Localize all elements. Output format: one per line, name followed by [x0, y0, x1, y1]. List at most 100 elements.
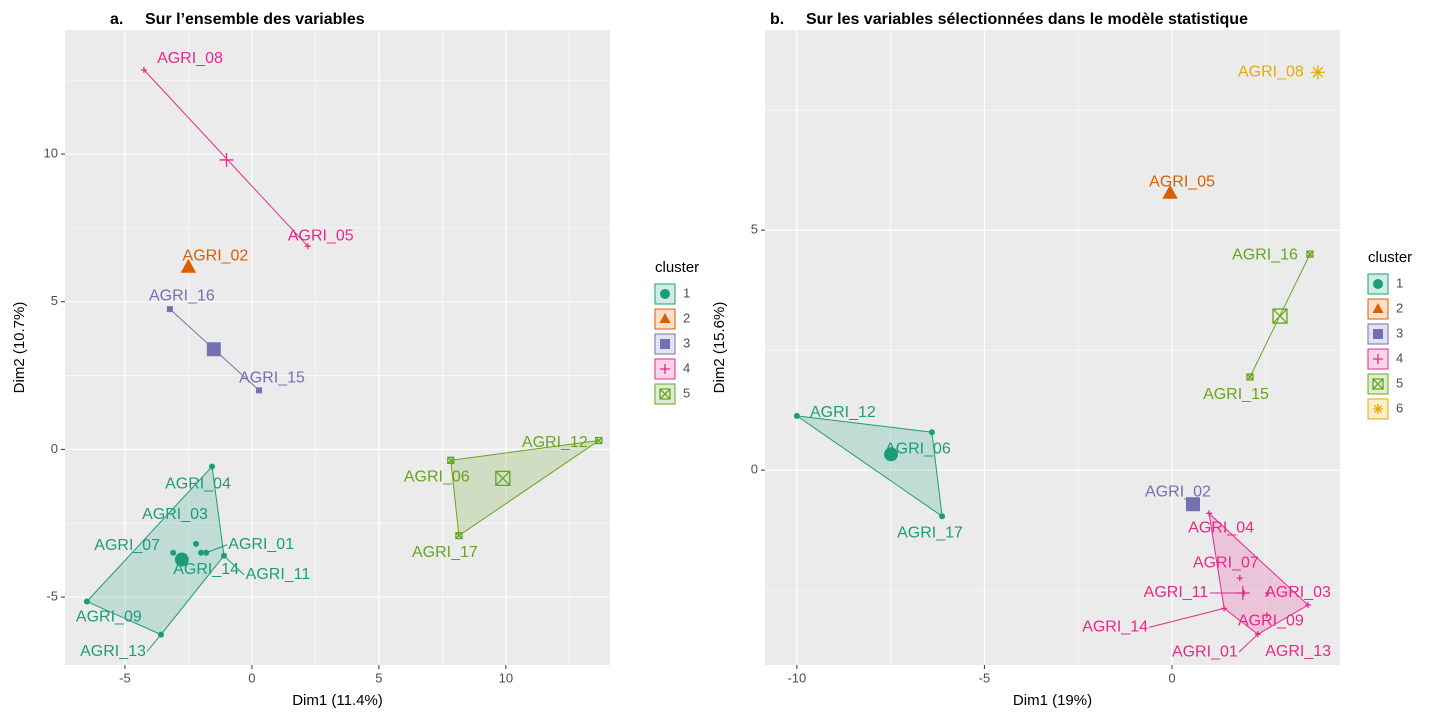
legend-marker: [1373, 329, 1383, 339]
point-label: AGRI_12: [522, 434, 588, 451]
x-axis-label: Dim1 (11.4%): [292, 692, 383, 709]
label-leader: [223, 555, 245, 576]
y-tick-label: 5: [51, 293, 58, 308]
legend-label: 5: [1396, 375, 1403, 390]
x-tick-label: 10: [499, 670, 513, 685]
point-label: AGRI_03: [142, 506, 208, 523]
point-label: AGRI_05: [1149, 173, 1215, 190]
point-label: AGRI_14: [1082, 619, 1148, 636]
legend-title: cluster: [1368, 249, 1412, 266]
plot-area: AGRI_04 AGRI_03 AGRI_07 AGRI_01 AGRI_14 AGRI_…: [76, 50, 603, 660]
point: [1246, 373, 1254, 381]
point-label: AGRI_03: [1265, 584, 1331, 601]
point: [1310, 65, 1325, 80]
point: [193, 540, 200, 547]
label-leader: [1238, 633, 1259, 653]
x-axis-label: Dim1 (19%): [1013, 692, 1092, 709]
legend-label: 1: [683, 285, 690, 300]
y-tick-label: 0: [751, 462, 758, 477]
legend-marker: [1373, 354, 1383, 364]
plot-panel: [765, 30, 1340, 665]
point: [1272, 308, 1288, 324]
y-tick-label: 5: [751, 222, 758, 237]
panel-label: b.: [770, 11, 784, 28]
point: [180, 258, 197, 273]
point: [793, 412, 800, 419]
point: [256, 387, 263, 394]
point-label: AGRI_08: [157, 50, 223, 67]
point: [170, 549, 177, 556]
label-leader: [146, 634, 162, 652]
point: [447, 456, 455, 464]
point-label: AGRI_09: [1238, 612, 1304, 629]
chart-title: Sur les variables sélectionnées dans le …: [806, 11, 1248, 28]
x-tick-label: 0: [1168, 670, 1175, 685]
point: [1254, 631, 1261, 638]
legend-marker: [660, 289, 670, 299]
point-label: AGRI_09: [76, 609, 142, 626]
point-label: AGRI_04: [165, 476, 231, 493]
legend-label: 3: [1396, 325, 1403, 340]
legend-marker: [1372, 303, 1384, 313]
y-tick-label: 0: [51, 441, 58, 456]
y-tick-label: -5: [46, 589, 58, 604]
legend-label: 2: [683, 310, 690, 325]
point: [1206, 510, 1213, 517]
point: [455, 531, 463, 540]
point-label: AGRI_13: [1265, 643, 1331, 660]
chart-title: Sur l’ensemble des variables: [145, 11, 365, 28]
legend-marker: [659, 388, 671, 400]
point: [884, 447, 899, 462]
x-tick-label: 0: [248, 670, 255, 685]
point-label: AGRI_07: [94, 537, 160, 554]
label-leader: [206, 544, 228, 554]
point: [1162, 184, 1178, 199]
plot-panel: [65, 30, 610, 665]
point-label: AGRI_15: [239, 370, 305, 387]
point-label: AGRI_06: [885, 440, 951, 457]
point-label: AGRI_07: [1193, 554, 1259, 571]
x-tick-label: -5: [119, 670, 131, 685]
y-axis-label: Dim2 (10.7%): [11, 302, 28, 394]
point-label: AGRI_01: [1172, 644, 1238, 661]
point-label: AGRI_08: [1238, 63, 1304, 80]
legend-label: 5: [683, 385, 690, 400]
legend-label: 3: [683, 335, 690, 350]
plot-area: AGRI_12 AGRI_06 AGRI_17 AGRI_05 AGRI_02 AGRI_…: [793, 63, 1331, 661]
point-label: AGRI_16: [1232, 246, 1298, 263]
legend-marker: [660, 339, 670, 349]
legend-label: 4: [683, 360, 690, 375]
point-label: AGRI_01: [228, 536, 294, 553]
label-leader: [1148, 607, 1225, 628]
point: [83, 598, 90, 605]
point-label: AGRI_11: [1144, 584, 1209, 601]
point-label: AGRI_02: [1145, 483, 1211, 500]
point: [304, 243, 311, 250]
point: [595, 436, 603, 445]
point-label: AGRI_17: [897, 524, 963, 541]
point: [166, 306, 173, 313]
legend-marker: [1373, 404, 1383, 414]
legend-label: 1: [1396, 275, 1403, 290]
point: [174, 552, 189, 567]
point-label: AGRI_04: [1188, 520, 1254, 537]
point: [1305, 602, 1312, 609]
point: [1235, 586, 1250, 601]
point-label: AGRI_14: [173, 561, 239, 578]
point-label: AGRI_02: [183, 247, 249, 264]
point-label: AGRI_06: [404, 469, 470, 486]
point: [939, 513, 946, 520]
point-label: AGRI_12: [810, 404, 876, 421]
point: [928, 429, 935, 436]
point: [1185, 497, 1200, 512]
point: [219, 152, 234, 167]
point-label: AGRI_15: [1203, 386, 1269, 403]
point: [1306, 250, 1314, 258]
point: [206, 342, 221, 357]
legend-marker: [1372, 378, 1384, 390]
point-label: AGRI_17: [412, 544, 478, 561]
point: [1263, 612, 1270, 619]
y-axis-label: Dim2 (15.6%): [711, 302, 728, 394]
point: [1264, 590, 1271, 597]
